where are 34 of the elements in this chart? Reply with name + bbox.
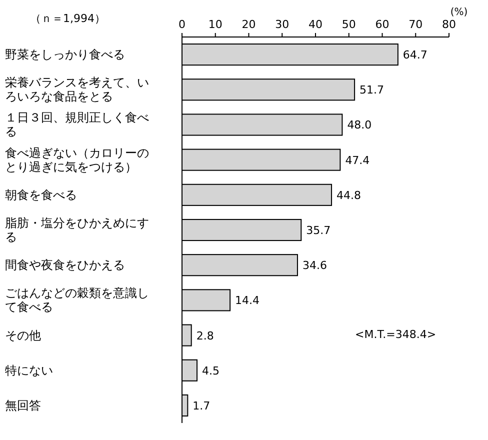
data-label: 34.6: [302, 259, 327, 272]
x-tick-label: 80: [442, 18, 456, 31]
x-axis-title: (%): [450, 7, 468, 18]
data-label: 44.8: [336, 188, 362, 202]
x-tick-label: 0: [178, 18, 186, 31]
x-tick-label: 40: [308, 18, 322, 31]
data-label: 48.0: [347, 118, 372, 132]
y-tick-label: 特にない: [5, 363, 53, 378]
data-label: 64.7: [402, 48, 428, 62]
y-tick-label: １日３回、規則正しく食べる: [5, 110, 149, 139]
y-tick-label: 脂肪・塩分をひかえめにする: [5, 216, 149, 244]
x-tick-label: 30: [275, 18, 290, 31]
x-tick-label: 50: [342, 18, 356, 31]
data-label: 47.4: [345, 154, 370, 167]
y-tick-label: 栄養バランスを考えて、いろいろな食品をとる: [5, 76, 149, 104]
data-label: 14.4: [235, 294, 260, 308]
x-tick-label: 60: [375, 18, 390, 31]
y-tick-label: 食べ過ぎない（カロリーのとり過ぎに気をつける）: [5, 146, 149, 174]
y-tick-label: 朝食を食べる: [5, 188, 77, 202]
y-tick-label: 無回答: [5, 398, 41, 412]
data-label: 51.7: [360, 84, 384, 97]
annotation: <M.T.=348.4>: [355, 328, 436, 341]
data-label: 2.8: [196, 329, 214, 342]
x-tick-label: 70: [408, 18, 423, 31]
y-tick-label: ごはんなどの穀類を意識して食べる: [5, 286, 149, 314]
x-tick-label: 20: [242, 18, 256, 31]
x-tick-label: 10: [208, 18, 222, 31]
data-label: 35.7: [306, 224, 331, 237]
text: （ｎ＝1,994）: [30, 12, 106, 25]
y-tick-label: 間食や夜食をひかえる: [5, 258, 125, 272]
y-tick-label: その他: [5, 328, 41, 342]
y-tick-label: 野菜をしっかり食べる: [5, 48, 125, 62]
data-label: 4.5: [202, 364, 220, 378]
data-label: 1.7: [192, 399, 210, 412]
